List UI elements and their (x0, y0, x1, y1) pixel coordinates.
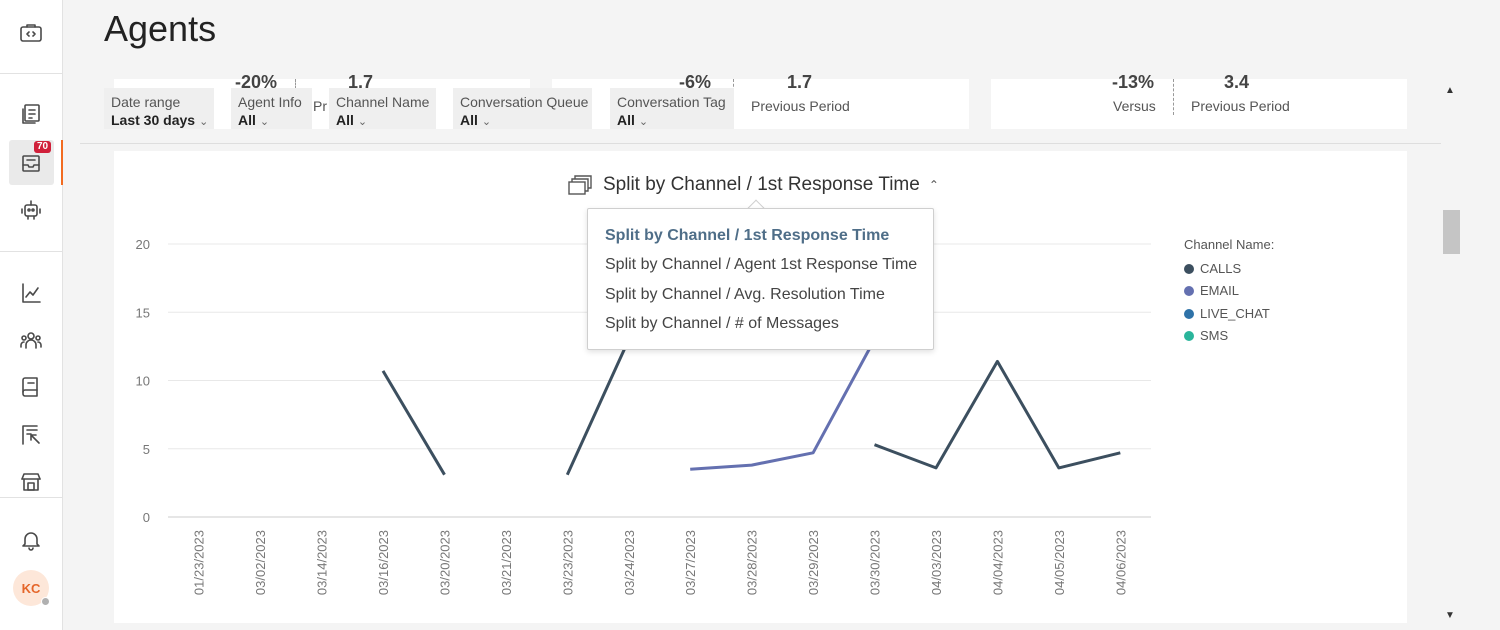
kpi-separator (1173, 79, 1174, 115)
sidebar-active-indicator (61, 140, 63, 185)
menu-item-avg-resolution-time[interactable]: Split by Channel / Avg. Resolution Time (605, 286, 885, 303)
people-icon[interactable] (14, 323, 48, 357)
kpi-label: Previous Period (1191, 98, 1290, 114)
filter-value: All (617, 112, 635, 128)
chart-selector[interactable]: Split by Channel / 1st Response Time ⌃ (567, 174, 939, 196)
filter-label: Channel Name (336, 94, 430, 110)
kpi-value: 1.7 (348, 72, 374, 92)
legend-item-live-chat[interactable]: LIVE_CHAT (1184, 306, 1270, 321)
kpi-value: 1.7 (787, 72, 813, 92)
scrollbar[interactable] (1441, 79, 1462, 630)
chart-dropdown-menu: Split by Channel / 1st Response Time Spl… (587, 208, 934, 350)
sidebar-divider (0, 251, 63, 252)
scroll-down-arrow-icon[interactable]: ▼ (1445, 610, 1455, 621)
code-window-icon[interactable] (14, 16, 48, 50)
filter-label: Agent Info (238, 94, 302, 110)
inbox-icon[interactable] (14, 146, 48, 180)
kpi-card: -13% Versus 3.4 Previous Period (991, 72, 1407, 129)
filter-label: Conversation Queue (460, 94, 589, 110)
page-title: Agents (104, 8, 217, 49)
legend-item-email[interactable]: EMAIL (1184, 283, 1239, 298)
chart-line-icon[interactable] (14, 276, 48, 310)
legend-dot (1184, 330, 1194, 341)
chevron-down-icon: ⌄ (357, 116, 368, 128)
chart-title: Split by Channel / 1st Response Time (603, 174, 920, 195)
legend-label: LIVE_CHAT (1200, 306, 1270, 321)
kpi-label: Previous Period (751, 98, 850, 114)
bell-icon[interactable] (14, 523, 48, 557)
book-icon[interactable] (14, 370, 48, 404)
chevron-down-icon: ⌄ (199, 116, 209, 128)
filter-value: All (336, 112, 354, 128)
kpi-label: Versus (1113, 98, 1156, 114)
legend-dot (1184, 263, 1194, 274)
filter-label: Date range (111, 94, 181, 110)
filter-conversation-tag[interactable]: Conversation Tag All ⌄ (610, 88, 734, 129)
legend-item-calls[interactable]: CALLS (1184, 261, 1241, 276)
legend-item-sms[interactable]: SMS (1184, 328, 1228, 343)
kpi-value: 3.4 (1224, 72, 1250, 92)
kpi-value: -20% (235, 72, 278, 92)
filter-value: Last 30 days (111, 112, 196, 128)
filter-label: Conversation Tag (617, 94, 726, 110)
report-cursor-icon[interactable] (14, 418, 48, 452)
kpi-separator (295, 79, 296, 89)
kpi-value: -13% (1112, 72, 1155, 92)
filter-value: All (460, 112, 478, 128)
copy-list-icon[interactable] (14, 97, 48, 131)
filter-value: All (238, 112, 256, 128)
store-icon[interactable] (14, 465, 48, 499)
notification-badge: 70 (34, 141, 52, 153)
legend-dot (1184, 285, 1194, 296)
legend-label: CALLS (1200, 261, 1242, 276)
kpi-label: Pr (313, 98, 327, 114)
chevron-down-icon: ⌄ (638, 116, 649, 128)
kpi-value: -6% (679, 72, 712, 92)
sidebar-divider (0, 73, 63, 74)
sidebar-divider (0, 497, 63, 498)
chevron-down-icon: ⌄ (259, 116, 270, 128)
robot-icon[interactable] (14, 193, 48, 227)
menu-item-messages[interactable]: Split by Channel / # of Messages (605, 315, 839, 332)
chevron-down-icon: ⌄ (481, 116, 492, 128)
filter-date-range[interactable]: Date range Last 30 days ⌄ (104, 88, 214, 129)
filter-agent-info[interactable]: Agent Info All ⌄ (231, 88, 312, 129)
filter-channel-name[interactable]: Channel Name All ⌄ (329, 88, 436, 129)
chevron-up-icon: ⌃ (928, 178, 939, 192)
legend-label: EMAIL (1200, 283, 1240, 298)
section-divider (80, 143, 1441, 144)
copy-stack-icon (568, 175, 592, 195)
menu-item-1st-response-time[interactable]: Split by Channel / 1st Response Time (605, 227, 890, 244)
legend-label: SMS (1200, 328, 1229, 343)
scrollbar-thumb[interactable] (1443, 210, 1460, 254)
status-indicator (41, 597, 50, 606)
legend-title: Channel Name: (1184, 237, 1275, 252)
menu-item-agent-1st-response-time[interactable]: Split by Channel / Agent 1st Response Ti… (605, 256, 918, 273)
legend-dot (1184, 308, 1194, 319)
scroll-up-arrow-icon[interactable]: ▲ (1445, 85, 1455, 96)
filter-conversation-queue[interactable]: Conversation Queue All ⌄ (453, 88, 592, 129)
